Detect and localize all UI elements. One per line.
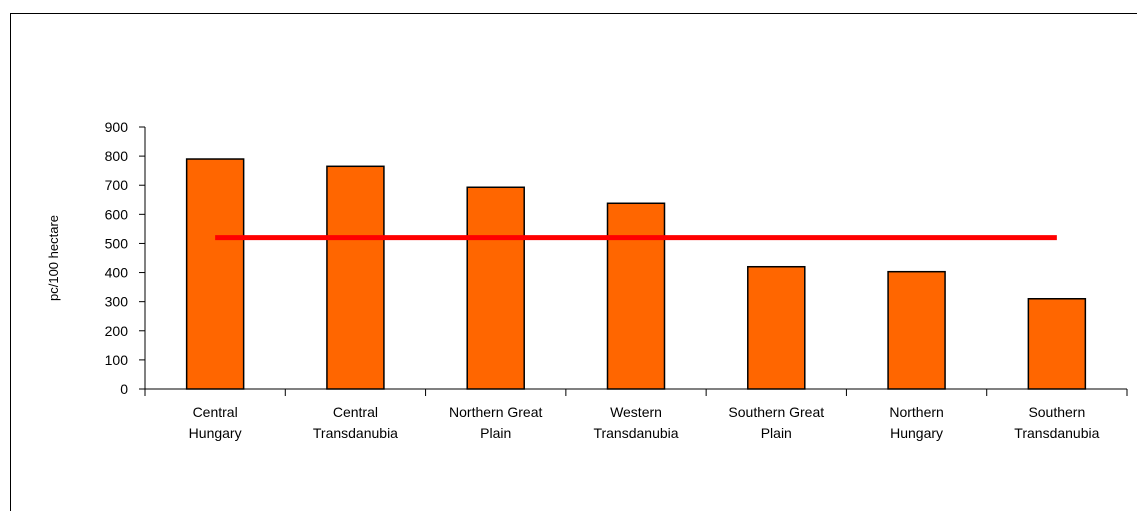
category-label: Northern Hungary xyxy=(889,404,943,441)
bar xyxy=(606,202,666,390)
y-tick-label: 700 xyxy=(105,177,129,193)
y-tick-label: 800 xyxy=(105,148,129,164)
y-tick-label: 100 xyxy=(105,352,129,368)
x-axis: Central Hungary Central Transdanubia Norther… xyxy=(144,388,1128,441)
category-label: Southern Great Plain xyxy=(728,404,824,441)
y-tick-label: 900 xyxy=(105,119,129,135)
bars xyxy=(185,158,1087,390)
bar xyxy=(1027,298,1087,390)
y-axis: 0 100 200 300 400 500 600 700 800 900 xyxy=(105,119,146,397)
y-tick-label: 300 xyxy=(105,294,129,310)
category-label: Southern Transdanubia xyxy=(1014,404,1099,441)
y-tick-label: 600 xyxy=(105,206,129,222)
category-label: Central Hungary xyxy=(189,404,242,441)
y-tick-label: 500 xyxy=(105,235,129,251)
bar xyxy=(887,270,946,390)
category-label: Northern Great Plain xyxy=(449,404,542,441)
category-label: Western Transdanubia xyxy=(593,404,678,441)
category-label: Central Transdanubia xyxy=(313,404,398,441)
chart-frame xyxy=(10,13,1137,511)
bar xyxy=(466,186,525,390)
bar xyxy=(185,158,245,390)
y-tick-label: 400 xyxy=(105,265,129,281)
y-axis-title: pc/100 hectare xyxy=(46,215,61,301)
bar xyxy=(326,165,385,390)
y-tick-label: 0 xyxy=(120,381,128,397)
y-tick-label: 200 xyxy=(105,323,129,339)
bar xyxy=(747,265,806,390)
